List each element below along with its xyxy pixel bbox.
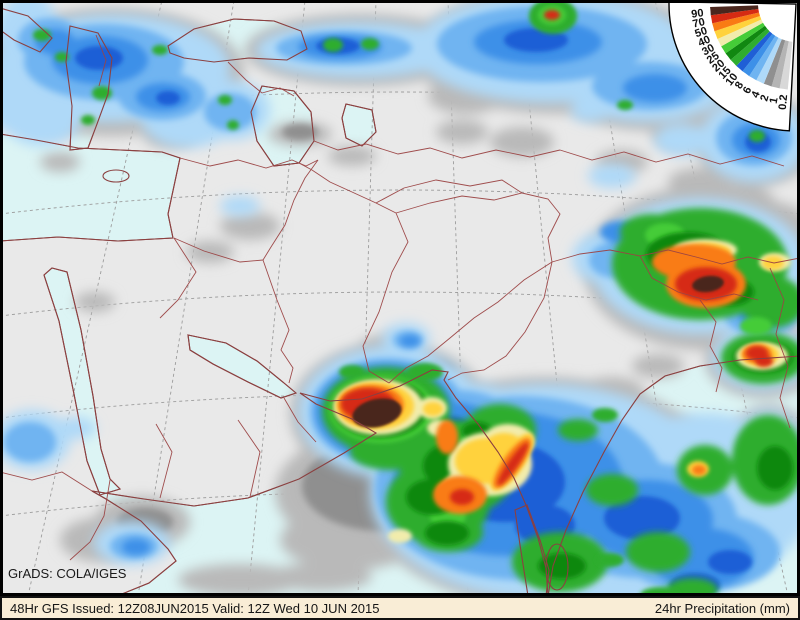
legend-wedge [756, 37, 782, 84]
legend-wedge [771, 40, 789, 89]
legend-wedge [730, 28, 770, 66]
legend-tick-label: 4 [749, 89, 763, 100]
legend-tick-label: 0.2 [777, 94, 790, 110]
sri-lanka-island [545, 543, 569, 591]
map-area: GrADS: COLA/IGES 0.2 1 2 4 6 8 10 15 20 25 30 40 50 7… [0, 0, 800, 596]
legend-tick-label: 8 [733, 80, 746, 92]
legend-wedge [721, 22, 765, 54]
country-borders [0, 34, 800, 561]
legend-wedge [742, 33, 776, 77]
legend-tick-label: 1 [768, 96, 781, 104]
legend-tick-label: 25 [705, 50, 722, 67]
legend-wedge [763, 39, 786, 87]
legend-wedge [710, 5, 759, 16]
info-bar: 48Hr GFS Issued: 12Z08JUN2015 Valid: 12Z… [0, 596, 800, 620]
legend-tick-label: 50 [693, 25, 708, 40]
india-tip-land [514, 504, 550, 596]
legend-wedge [725, 25, 768, 60]
legend-tick-label: 40 [696, 34, 712, 50]
legend-wedge [712, 12, 760, 32]
precipitation-shading [0, 0, 800, 596]
water-bodies [0, 7, 800, 596]
product-title: 24hr Precipitation (mm) [654, 600, 790, 616]
legend-tick-label: 70 [692, 16, 707, 30]
forecast-issued-valid-text: 48Hr GFS Issued: 12Z08JUN2015 Valid: 12Z… [10, 600, 380, 616]
legend-tick-label: 2 [758, 93, 771, 102]
legend-wedge [717, 19, 763, 47]
precipitation-map: GrADS: COLA/IGES 0.212468101520253040507… [0, 0, 800, 596]
legend-wedge [714, 16, 762, 39]
legend-wedge [749, 35, 779, 81]
grads-credit-text: GrADS: COLA/IGES [8, 566, 127, 581]
coastlines [0, 7, 800, 596]
legend-tick-label: 90 [691, 7, 705, 20]
legend-wedge [779, 41, 793, 90]
legend-tick-label: 10 [724, 71, 741, 88]
map-frame [0, 0, 800, 596]
cyprus-island [102, 169, 130, 183]
legend-tick-label: 6 [741, 85, 754, 96]
legend-wedge [736, 31, 773, 72]
legend-tick-label: 30 [700, 42, 717, 58]
legend-wedge [710, 8, 759, 24]
